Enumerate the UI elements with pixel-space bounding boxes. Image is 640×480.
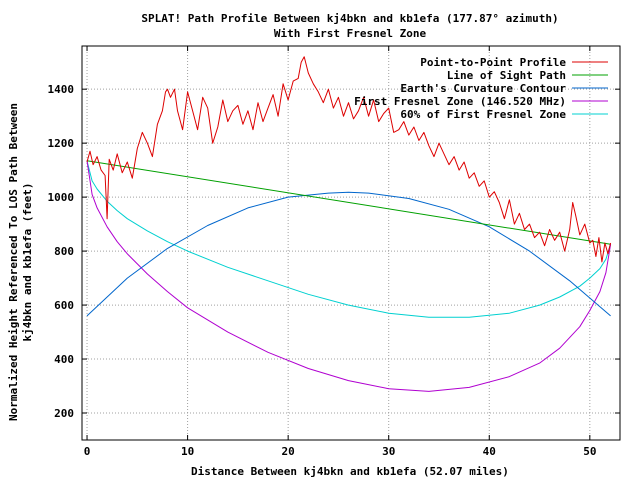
series-line-0 bbox=[86, 56, 612, 263]
series-line-1 bbox=[86, 160, 611, 245]
legend-label-3: First Fresnel Zone (146.520 MHz) bbox=[354, 95, 566, 108]
y-axis-label-line2: kj4bkn and kb1efa (feet) bbox=[21, 183, 34, 342]
series-line-3 bbox=[86, 160, 612, 392]
y-tick-label: 800 bbox=[54, 245, 74, 258]
plot-frame bbox=[81, 45, 621, 441]
x-tick-label: 20 bbox=[282, 445, 295, 458]
y-tick-label: 1000 bbox=[48, 191, 75, 204]
x-tick-label: 40 bbox=[483, 445, 496, 458]
y-tick-label: 1400 bbox=[48, 83, 75, 96]
axis-ticks: 0 10 20 30 40 50 200 400 600 800 1000 1200 1400 bbox=[48, 46, 620, 458]
legend-label-1: Line of Sight Path bbox=[447, 69, 566, 82]
y-tick-label: 400 bbox=[54, 353, 74, 366]
x-tick-label: 30 bbox=[382, 445, 395, 458]
legend-label-0: Point-to-Point Profile bbox=[420, 56, 566, 69]
y-axis-label-line1: Normalized Height Referenced To LOS Path… bbox=[7, 103, 20, 421]
chart-subtitle: With First Fresnel Zone bbox=[274, 27, 427, 40]
y-tick-label: 600 bbox=[54, 299, 74, 312]
x-tick-label: 50 bbox=[583, 445, 596, 458]
chart-title: SPLAT! Path Profile Between kj4bkn and k… bbox=[141, 12, 558, 25]
x-axis-label: Distance Between kj4bkn and kb1efa (52.0… bbox=[191, 465, 509, 478]
y-tick-label: 1200 bbox=[48, 137, 75, 150]
legend-label-2: Earth's Curvature Contour bbox=[400, 82, 566, 95]
series-group bbox=[86, 56, 612, 392]
x-tick-label: 10 bbox=[181, 445, 194, 458]
series-line-4 bbox=[86, 160, 612, 318]
legend-label-4: 60% of First Fresnel Zone bbox=[400, 108, 566, 121]
x-tick-label: 0 bbox=[84, 445, 91, 458]
series-line-2 bbox=[86, 191, 611, 317]
y-tick-label: 200 bbox=[54, 407, 74, 420]
